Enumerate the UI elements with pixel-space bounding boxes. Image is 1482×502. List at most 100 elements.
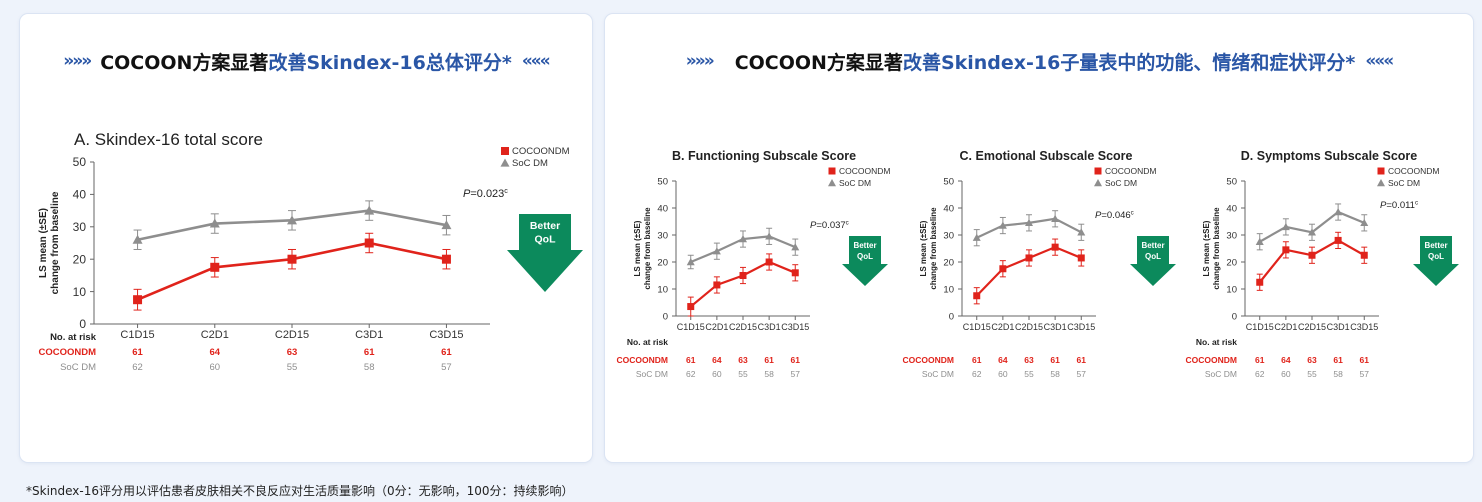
chart-panel-1: B. Functioning Subscale Score 0 10 20 30 40 50… [617, 149, 891, 379]
data-point-triangle [1334, 208, 1343, 216]
at-risk-value: 57 [1360, 369, 1370, 379]
x-tick-label: C1D15 [963, 322, 991, 332]
better-qol-label: QoL [1145, 252, 1161, 261]
data-point-square [1334, 236, 1342, 244]
data-point-triangle [132, 234, 143, 244]
data-point-square [1308, 251, 1316, 259]
left-banner: »»» COCOON方案显著 改善Skindex-16总体评分* ««« [20, 44, 592, 78]
at-risk-row-name: COCOONDM [617, 355, 668, 365]
x-tick-label: C2D15 [1015, 322, 1043, 332]
chevrons-left-icon: ««« [1365, 51, 1394, 71]
chevrons-right-icon: »»» [63, 51, 92, 71]
chart-title: C. Emotional Subscale Score [960, 149, 1133, 163]
p-value: P=0.037c [810, 220, 849, 231]
x-tick-label: C2D1 [201, 329, 229, 341]
legend-label: COCOONDM [512, 146, 570, 157]
p-value: P=0.023c [463, 187, 508, 200]
at-risk-value: 58 [1333, 369, 1343, 379]
y-axis-label: change from baseline [929, 207, 938, 290]
at-risk-value: 62 [1255, 369, 1265, 379]
right-banner-title-black: COCOON方案显著 [734, 51, 903, 74]
y-tick-label: 0 [1232, 311, 1237, 322]
left-banner-title-black: COCOON方案显著 [100, 51, 269, 74]
chart-panel-0: A. Skindex-16 total score 0 10 20 30 40 50 C1D1… [38, 130, 583, 373]
better-qol-arrow-icon [1130, 236, 1176, 286]
data-point-triangle [686, 258, 695, 266]
y-axis-label: LS mean (±SE) [919, 220, 928, 276]
data-point-square [713, 281, 721, 289]
at-risk-label: No. at risk [1196, 337, 1237, 347]
at-risk-value: 63 [738, 355, 748, 365]
x-tick-label: C2D15 [275, 329, 309, 341]
x-tick-label: C2D1 [1274, 322, 1297, 332]
at-risk-value: 61 [1333, 355, 1343, 365]
y-tick-label: 0 [663, 311, 668, 322]
at-risk-value: 64 [712, 355, 722, 365]
at-risk-value: 60 [1281, 369, 1291, 379]
better-qol-arrow-icon [1413, 236, 1459, 286]
x-tick-label: C3D15 [1350, 322, 1378, 332]
better-qol-label: QoL [535, 234, 557, 246]
better-qol-arrow-icon [507, 214, 583, 292]
at-risk-value: 60 [998, 369, 1008, 379]
data-point-triangle [1025, 218, 1033, 227]
y-tick-label: 50 [73, 155, 87, 169]
better-qol-label: Better [530, 220, 560, 232]
at-risk-value: 63 [1307, 355, 1317, 365]
y-axis-label: change from baseline [643, 207, 652, 290]
footnote: *Skindex-16评分用以评估患者皮肤相关不良反应对生活质量影响（0分：无影… [26, 484, 574, 498]
at-risk-value: 61 [1077, 355, 1087, 365]
legend-label: SoC DM [839, 178, 871, 188]
legend-label: COCOONDM [1105, 166, 1156, 176]
legend-label: COCOONDM [1388, 166, 1439, 176]
data-point-triangle [1360, 218, 1369, 227]
data-point-triangle [209, 218, 220, 228]
at-risk-value: 57 [1077, 369, 1087, 379]
at-risk-value: 61 [132, 347, 143, 358]
x-tick-label: C3D1 [1327, 322, 1350, 332]
at-risk-value: 55 [1024, 369, 1034, 379]
x-tick-label: C3D1 [1044, 322, 1067, 332]
at-risk-value: 63 [287, 347, 298, 358]
right-banner: »»» COCOON方案显著 改善Skindex-16子量表中的功能、情绪和症状评… [605, 44, 1473, 78]
at-risk-row-name: COCOONDM [1186, 355, 1237, 365]
x-tick-label: C1D15 [677, 322, 705, 332]
y-axis-label: LS mean (±SE) [633, 220, 642, 276]
y-tick-label: 40 [1226, 203, 1237, 214]
better-qol-label: QoL [1428, 252, 1444, 261]
x-tick-label: C2D15 [729, 322, 757, 332]
at-risk-row-name: SoC DM [60, 362, 96, 373]
data-point-square [210, 262, 220, 272]
data-point-triangle [1281, 222, 1290, 231]
better-qol-label: Better [1141, 241, 1164, 250]
legend-label: SoC DM [512, 158, 548, 169]
at-risk-value: 58 [364, 362, 375, 373]
data-point-square [1051, 243, 1059, 251]
at-risk-value: 61 [441, 347, 452, 358]
legend-marker [1377, 167, 1385, 175]
chevrons-right-icon: »»» [685, 51, 715, 71]
data-point-square [1077, 254, 1085, 262]
at-risk-value: 60 [712, 369, 722, 379]
y-tick-label: 40 [73, 188, 87, 202]
data-point-triangle [712, 247, 721, 255]
legend-label: COCOONDM [839, 166, 890, 176]
y-tick-label: 30 [657, 230, 668, 241]
data-point-triangle [972, 233, 981, 241]
data-point-triangle [998, 221, 1007, 229]
data-point-triangle [287, 215, 297, 225]
at-risk-value: 64 [998, 355, 1008, 365]
at-risk-value: 61 [791, 355, 801, 365]
x-tick-label: C3D15 [429, 329, 463, 341]
y-tick-label: 50 [943, 176, 954, 187]
legend-label: SoC DM [1105, 178, 1137, 188]
x-tick-label: C1D15 [1246, 322, 1274, 332]
left-banner-title-blue: 改善Skindex-16总体评分* [268, 51, 512, 74]
right-banner-title-blue: 改善Skindex-16子量表中的功能、情绪和症状评分* [902, 51, 1356, 74]
y-tick-label: 20 [943, 257, 954, 268]
chart-panel-2: C. Emotional Subscale Score 0 10 20 30 40 50 C1… [903, 149, 1176, 379]
at-risk-value: 61 [1360, 355, 1370, 365]
y-tick-label: 20 [1226, 257, 1237, 268]
y-tick-label: 10 [73, 285, 87, 299]
data-point-triangle [739, 235, 747, 243]
